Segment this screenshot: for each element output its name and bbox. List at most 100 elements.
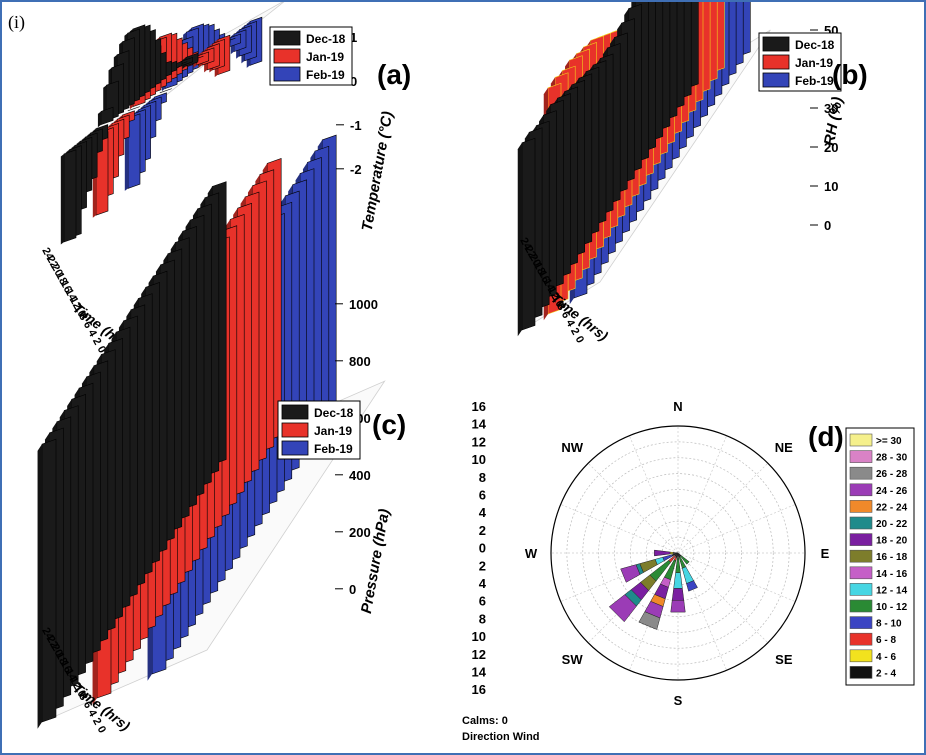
y-tick-label-2: 20 <box>824 140 838 155</box>
legend-label-2: Feb-19 <box>795 74 834 88</box>
figure-label: (i) <box>8 12 25 33</box>
y-tick-label-3: 1 <box>350 30 357 45</box>
x-tick-label-6: 12 <box>545 285 561 301</box>
x-tick-label-3: 18 <box>53 650 69 666</box>
radial-tick-5: 6 <box>479 488 486 503</box>
radial-tick-15: 14 <box>472 665 487 680</box>
x-tick-label-2: 20 <box>527 252 543 268</box>
radial-tick-0: 16 <box>472 399 486 414</box>
x-tick-label-10: 4 <box>563 318 577 330</box>
rose-legend-label-7: 16 - 18 <box>876 552 908 563</box>
rose-spoke-14 <box>587 462 679 554</box>
x-tick-label-7: 10 <box>72 303 88 319</box>
petal-3-2 <box>654 549 671 557</box>
rose-legend-label-11: 8 - 10 <box>876 619 902 630</box>
x-tick-label-1: 22 <box>522 244 538 260</box>
rose-legend-swatch-13 <box>849 649 873 663</box>
direction-label-sw: SW <box>562 652 584 667</box>
y-tick-label-0: 0 <box>349 582 356 597</box>
x-tick-label-8: 8 <box>76 311 89 322</box>
y-tick-label-0: 0 <box>824 218 831 233</box>
rose-legend-swatch-0 <box>849 433 873 447</box>
petal-4-2 <box>673 572 683 589</box>
legend-swatch-1 <box>762 54 790 70</box>
rose-legend-swatch-2 <box>849 466 873 480</box>
direction-label-s: S <box>674 693 683 708</box>
x-tick-label-6: 12 <box>67 675 83 691</box>
petal-6-1 <box>680 555 690 565</box>
rose-legend-label-4: 22 - 24 <box>876 502 908 513</box>
rose-spoke-5 <box>677 552 796 602</box>
petal-5-3 <box>686 580 698 592</box>
rose-legend-swatch-6 <box>849 533 873 546</box>
bar-feb19-0 <box>127 113 141 189</box>
rose-ring-6 <box>630 505 726 601</box>
rose-legend-swatch-3 <box>849 483 873 497</box>
x-tick-label-2: 20 <box>49 262 65 278</box>
x-tick-label-7: 10 <box>72 683 88 699</box>
legend-label-0: Dec-18 <box>795 38 835 52</box>
rose-legend-swatch-9 <box>849 583 873 596</box>
radial-tick-13: 10 <box>472 629 486 644</box>
x-tick-label-11: 2 <box>90 336 103 347</box>
legend-swatch-1 <box>281 422 309 438</box>
rose-ring-16 <box>550 425 806 681</box>
rose-legend-swatch-4 <box>849 500 873 513</box>
radial-tick-9: 2 <box>479 558 486 573</box>
y-tick-label-4: 800 <box>349 354 371 369</box>
rose-legend-swatch-5 <box>849 516 873 530</box>
legend-label-2: Feb-19 <box>314 442 353 456</box>
rose-legend-label-13: 4 - 6 <box>876 652 896 663</box>
x-tick-label-8: 8 <box>554 301 567 312</box>
rose-spoke-13 <box>560 504 679 554</box>
rose-spoke-3 <box>677 504 796 554</box>
petal-4-3 <box>671 588 685 601</box>
legend-label-1: Jan-19 <box>306 50 344 64</box>
rose-legend-swatch-8 <box>849 566 873 580</box>
x-tick-label-4: 16 <box>536 269 552 285</box>
bar-feb19-6 <box>159 88 172 94</box>
rose-legend-swatch-11 <box>849 616 873 629</box>
direction-label-w: W <box>525 546 538 561</box>
bar-dec18-0 <box>41 438 57 723</box>
y-tick-label-1: 200 <box>349 525 371 540</box>
y-tick-label-0: -2 <box>350 162 362 177</box>
x-tick-label-1: 22 <box>44 254 60 270</box>
panel-c-pressure: 02004006008001000Pressure (hPa)242220181… <box>37 134 406 735</box>
rose-legend-label-10: 10 - 12 <box>876 602 908 613</box>
petal-0-7 <box>638 611 661 630</box>
petal-1-6 <box>608 594 637 623</box>
rose-legend-label-14: 2 - 4 <box>876 668 896 679</box>
petal-4-4 <box>670 600 686 613</box>
direction-label-e: E <box>821 546 830 561</box>
x-tick-label-4: 16 <box>58 659 74 675</box>
rose-legend-label-6: 18 - 20 <box>876 536 908 547</box>
bar-side-dec18-7 <box>97 111 102 128</box>
rose-ring-14 <box>566 441 790 665</box>
radial-tick-3: 10 <box>472 452 486 467</box>
radial-tick-8: 0 <box>479 541 486 556</box>
x-tick-label-11: 2 <box>90 716 103 727</box>
x-tick-label-9: 6 <box>81 320 94 331</box>
rose-spoke-15 <box>629 435 679 554</box>
panel-tag: (d) <box>808 421 844 452</box>
y-axis-title: Temperature (°C) <box>359 110 397 232</box>
panel-d-wind-rose: N NE E SE S SW W NW 16 14 12 10 8 6 4 2 0 2 4 6 8 10 12 14 16 >= … <box>462 399 915 743</box>
x-tick-label-3: 18 <box>531 260 547 276</box>
x-tick-label-9: 6 <box>81 700 94 711</box>
y-tick-label-1: -1 <box>350 118 362 133</box>
rose-ring-12 <box>582 457 774 649</box>
rose-ring-10 <box>598 473 758 633</box>
rose-legend-label-9: 12 - 14 <box>876 585 908 596</box>
legend-label-0: Dec-18 <box>314 406 354 420</box>
legend-swatch-2 <box>762 72 790 88</box>
radial-tick-4: 8 <box>479 470 486 485</box>
legend-label-2: Feb-19 <box>306 68 345 82</box>
rose-legend-swatch-12 <box>849 632 873 646</box>
radial-tick-6: 4 <box>479 505 487 520</box>
y-tick-label-1: 10 <box>824 179 838 194</box>
radial-tick-2: 12 <box>472 434 486 449</box>
y-axis-title: Pressure (hPa) <box>358 508 393 615</box>
